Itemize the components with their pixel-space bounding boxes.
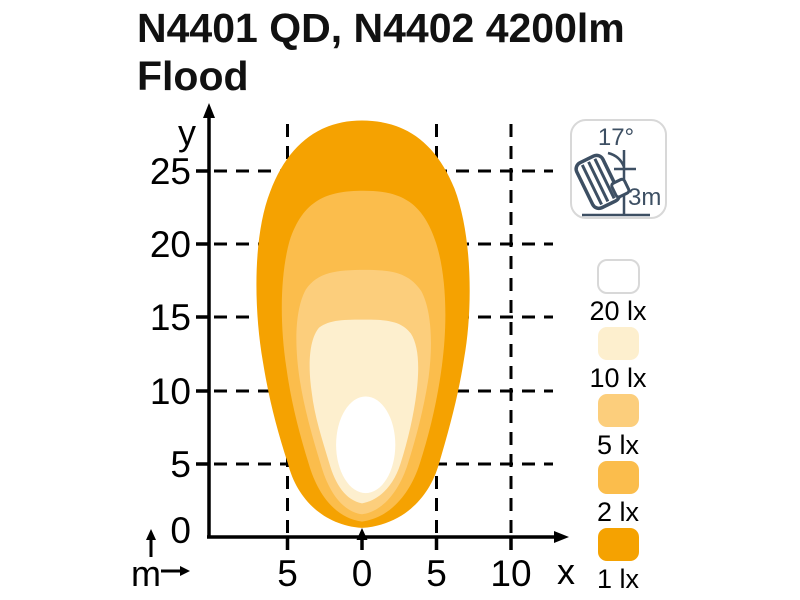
unit-up-arrowhead (146, 529, 156, 540)
y-axis-label: y (178, 112, 196, 153)
legend-label-2lx: 2 lx (596, 497, 640, 527)
y-tick-0: 0 (170, 510, 191, 551)
y-tick-20: 20 (150, 224, 191, 265)
legend-entry-2lx: 2 lx (570, 459, 666, 527)
title-line-2: Flood (137, 53, 249, 99)
unit-right-arrowhead (180, 566, 190, 576)
legend-label-5lx: 5 lx (596, 430, 640, 460)
y-tick-10: 10 (150, 371, 191, 412)
legend-entry-20lx: 20 lx (570, 258, 666, 326)
x-tick-m5: 5 (277, 553, 298, 594)
mounting-info-box: 17° 3m (570, 119, 667, 219)
legend-label-20lx: 20 lx (589, 296, 647, 326)
legend-swatch-1lx (597, 528, 639, 561)
legend-label-10lx: 10 lx (589, 363, 647, 393)
legend-entry-1lx: 1 lx (570, 526, 666, 594)
legend-swatch-20lx (596, 259, 640, 294)
x-tick-0: 0 (352, 553, 373, 594)
y-tick-labels: 25 20 15 10 5 0 (150, 151, 191, 551)
axes (196, 116, 556, 550)
mount-height-label: 3m (628, 184, 661, 211)
legend-swatch-10lx (597, 327, 639, 360)
x-axis-label: x (557, 551, 575, 592)
x-tick-labels: 5 0 5 10 (277, 553, 531, 594)
y-tick-25: 25 (150, 151, 191, 192)
legend-swatch-2lx (597, 461, 639, 494)
lamp-position-marker (356, 528, 368, 548)
x-tick-10: 10 (490, 553, 531, 594)
y-tick-5: 5 (170, 444, 191, 485)
lamp-mount-icon: 17° 3m (574, 124, 661, 217)
y-axis-arrowhead (203, 103, 215, 118)
unit-arrows (149, 538, 181, 573)
work-lamp-icon (574, 153, 631, 211)
legend-entry-5lx: 5 lx (570, 392, 666, 460)
legend-swatch-5lx (597, 394, 639, 427)
lamp-bracket (610, 177, 631, 199)
y-tick-15: 15 (150, 297, 191, 338)
tilt-angle-label: 17° (598, 124, 634, 151)
contour-20lx (336, 396, 396, 494)
x-axis-arrowhead (554, 531, 569, 543)
legend-entry-10lx: 10 lx (570, 325, 666, 393)
x-tick-5: 5 (426, 553, 447, 594)
page-title: N4401 QD, N4402 4200lm Flood (137, 4, 625, 100)
legend-label-1lx: 1 lx (596, 564, 640, 594)
unit-label: m (131, 553, 161, 594)
tilt-arc (607, 151, 626, 168)
contours (256, 120, 470, 528)
title-line-1: N4401 QD, N4402 4200lm (137, 5, 625, 51)
